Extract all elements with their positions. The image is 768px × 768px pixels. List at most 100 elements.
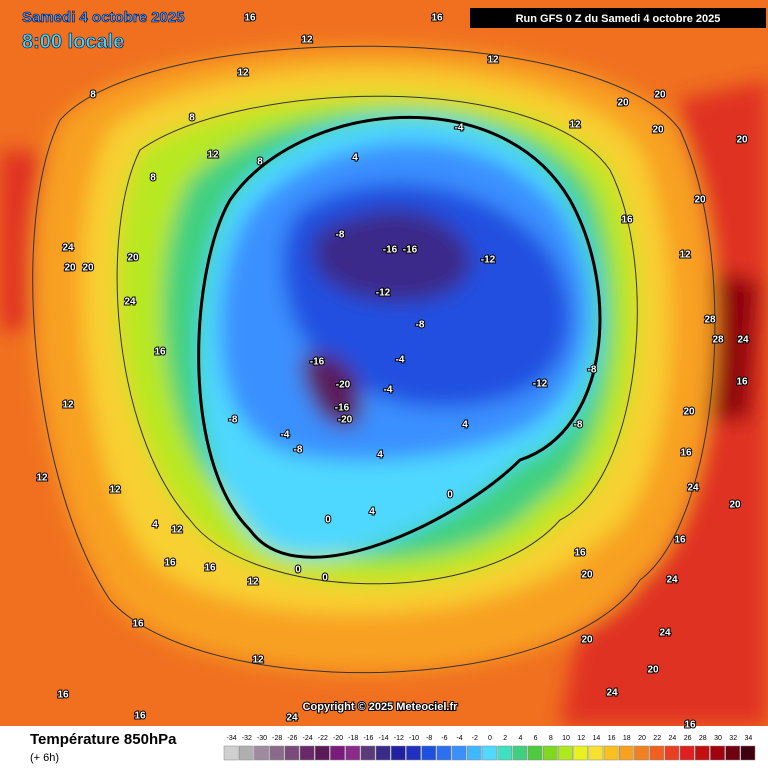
legend-swatch	[710, 745, 725, 761]
contour-label: 16	[674, 535, 686, 546]
contour-label: 16	[431, 13, 443, 24]
contour-label: 20	[82, 263, 94, 274]
contour-label: 16	[132, 619, 144, 630]
contour-label: 28	[712, 335, 724, 346]
legend-swatch	[649, 745, 665, 761]
contour-label: -16	[310, 357, 325, 368]
legend-label: -24	[303, 735, 313, 742]
contour-label: 24	[687, 483, 699, 494]
contour-label: 8	[90, 90, 96, 101]
contour-label: 20	[654, 90, 666, 101]
legend-swatch	[527, 745, 543, 761]
contour-label: 24	[606, 688, 618, 699]
contour-label: 24	[286, 713, 298, 724]
contour-label: 4	[152, 520, 158, 531]
contour-label: 24	[62, 243, 74, 254]
contour-label: 16	[684, 720, 696, 731]
temperature-field	[0, 0, 768, 726]
contour-label: -4	[396, 355, 405, 366]
legend-swatch	[725, 745, 741, 761]
legend-swatch	[466, 745, 482, 761]
legend-label: 28	[699, 735, 707, 742]
legend-label: -8	[426, 735, 432, 742]
run-info: Run GFS 0 Z du Samedi 4 octobre 2025	[516, 13, 721, 25]
footer-title: Température 850hPa	[30, 731, 177, 748]
contour-label: 16	[154, 347, 166, 358]
legend-label: -4	[456, 735, 462, 742]
contour-label: 24	[737, 335, 749, 346]
contour-label: 16	[680, 448, 692, 459]
legend-swatch	[375, 745, 391, 761]
legend-swatch	[497, 745, 513, 761]
legend-label: 30	[714, 735, 722, 742]
contour-label: -4	[281, 430, 290, 441]
legend-label: 10	[562, 735, 570, 742]
contour-label: 12	[109, 485, 121, 496]
contour-label: 12	[487, 55, 499, 66]
contour-label: 4	[462, 420, 468, 431]
contour-label: 16	[621, 215, 633, 226]
legend-label: 22	[653, 735, 661, 742]
legend-label: 32	[729, 735, 737, 742]
contour-label: 24	[659, 628, 671, 639]
contour-label: 8	[257, 157, 263, 168]
legend-label: -28	[272, 735, 282, 742]
legend-swatch	[634, 745, 649, 761]
contour-label: 12	[569, 120, 581, 131]
contour-label: 4	[352, 153, 358, 164]
legend-label: 14	[593, 735, 601, 742]
legend-swatch	[542, 745, 558, 761]
contour-label: 12	[252, 655, 264, 666]
date: Samedi 4 octobre 2025	[22, 9, 185, 26]
legend-label: 6	[534, 735, 538, 742]
legend-swatch	[345, 745, 361, 761]
contour-label: 20	[127, 253, 139, 264]
legend-swatch	[558, 745, 573, 761]
contour-label: -8	[229, 415, 238, 426]
legend-swatch	[512, 745, 528, 761]
contour-label: -20	[336, 380, 351, 391]
contour-label: 12	[301, 35, 313, 46]
legend-swatch	[299, 745, 315, 761]
legend-label: -30	[257, 735, 267, 742]
legend-label: 12	[577, 735, 585, 742]
contour-label: 16	[244, 13, 256, 24]
run-box	[470, 8, 766, 28]
contour-label: 12	[207, 150, 219, 161]
legend-label: -20	[333, 735, 343, 742]
legend-swatch	[451, 745, 467, 761]
legend-label: -2	[472, 735, 478, 742]
contour-label: -12	[481, 255, 496, 266]
contour-label: 4	[377, 450, 383, 461]
contour-label: -16	[403, 245, 418, 256]
contour-label: 4	[369, 507, 375, 518]
legend-label: 2	[503, 735, 507, 742]
legend-label: -12	[394, 735, 404, 742]
contour-label: -8	[416, 320, 425, 331]
legend-label: 8	[549, 735, 553, 742]
legend-label: -26	[287, 735, 297, 742]
contour-label: 20	[652, 125, 664, 136]
contour-label: -12	[376, 288, 391, 299]
contour-label: -4	[384, 385, 393, 396]
contour-label: 20	[581, 570, 593, 581]
legend-label: 4	[518, 735, 522, 742]
contour-label: 28	[704, 315, 716, 326]
legend-label: 0	[488, 735, 492, 742]
contour-label: 24	[666, 575, 678, 586]
contour-label: 8	[150, 173, 156, 184]
legend-swatch	[482, 745, 497, 761]
footer-step: (+ 6h)	[30, 752, 59, 764]
contour-label: 16	[134, 711, 146, 722]
contour-label: 0	[325, 515, 331, 526]
contour-label: 16	[204, 563, 216, 574]
legend-swatch	[664, 745, 680, 761]
contour-label: 20	[581, 635, 593, 646]
legend-swatch	[406, 745, 421, 761]
contour-label: 16	[164, 558, 176, 569]
contour-label: 12	[62, 400, 74, 411]
legend-label: 24	[669, 735, 677, 742]
contour-label: 20	[694, 195, 706, 206]
legend-swatch	[330, 745, 345, 761]
